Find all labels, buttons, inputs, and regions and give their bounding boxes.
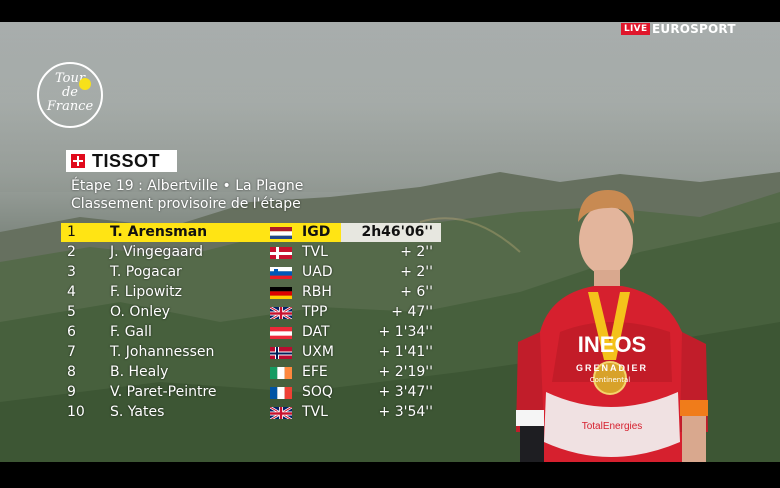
germany-flag <box>270 286 292 299</box>
team-code: EFE <box>302 364 328 380</box>
united-kingdom-flag <box>270 406 292 419</box>
ireland-flag <box>270 366 292 379</box>
time-gap: + 1'41'' <box>378 344 433 360</box>
stage-title: Étape 19 : Albertville • La Plagne <box>71 178 304 194</box>
rank: 1 <box>67 224 76 240</box>
sponsor-name: TISSOT <box>92 151 161 171</box>
team-code: TVL <box>302 404 328 420</box>
united-kingdom-flag <box>270 306 292 319</box>
rank: 5 <box>67 304 76 320</box>
standings-row: 2 J. Vingegaard TVL + 2'' <box>61 242 441 262</box>
rank: 3 <box>67 264 76 280</box>
rank: 6 <box>67 324 76 340</box>
time-gap: 2h46'06'' <box>361 224 433 240</box>
france-flag <box>270 386 292 399</box>
standings-row: 7 T. Johannessen UXM + 1'41'' <box>61 342 441 362</box>
denmark-flag <box>270 246 292 259</box>
rider-name: O. Onley <box>110 304 171 320</box>
team-code: TPP <box>302 304 328 320</box>
team-code: DAT <box>302 324 330 340</box>
team-code: IGD <box>302 224 331 240</box>
team-code: RBH <box>302 284 332 300</box>
time-gap: + 6'' <box>400 284 433 300</box>
standings-row: 10 S. Yates TVL + 3'54'' <box>61 402 441 422</box>
tissot-swiss-cross-icon <box>71 154 85 168</box>
rank: 2 <box>67 244 76 260</box>
tdf-sun-icon <box>79 78 91 90</box>
channel-logo: EUROSPORT <box>652 22 736 36</box>
jersey-text-totalenergies: TotalEnergies <box>582 421 643 432</box>
time-gap: + 2'' <box>400 264 433 280</box>
tour-de-france-logo-text: Tour de France <box>46 71 94 114</box>
medal-text: Continental <box>590 376 631 384</box>
team-code: TVL <box>302 244 328 260</box>
rank: 4 <box>67 284 76 300</box>
standings-row: 6 F. Gall DAT + 1'34'' <box>61 322 441 342</box>
rider-name: T. Pogacar <box>110 264 182 280</box>
rider-name: T. Johannessen <box>110 344 215 360</box>
rider-illustration: Continental INEOS GRENADIER TotalEnergie… <box>516 190 708 462</box>
rank: 10 <box>67 404 85 420</box>
video-background: Continental INEOS GRENADIER TotalEnergie… <box>0 22 780 462</box>
rider-name: B. Healy <box>110 364 169 380</box>
rank: 9 <box>67 384 76 400</box>
standings-subtitle: Classement provisoire de l'étape <box>71 196 301 212</box>
rider-name: T. Arensman <box>110 224 208 240</box>
rider-photo: Continental INEOS GRENADIER TotalEnergie… <box>510 182 780 462</box>
team-code: UAD <box>302 264 333 280</box>
rider-name: V. Paret-Peintre <box>110 384 217 400</box>
rider-name: S. Yates <box>110 404 165 420</box>
rank: 8 <box>67 364 76 380</box>
team-code: UXM <box>302 344 334 360</box>
rider-name: F. Gall <box>110 324 152 340</box>
norway-flag <box>270 346 292 359</box>
slovenia-flag <box>270 266 292 279</box>
leader-time-box <box>341 223 441 242</box>
time-gap: + 2'19'' <box>378 364 433 380</box>
standings-row: 3 T. Pogacar UAD + 2'' <box>61 262 441 282</box>
rank: 7 <box>67 344 76 360</box>
time-gap: + 3'47'' <box>378 384 433 400</box>
time-gap: + 47'' <box>391 304 433 320</box>
standings-row: 5 O. Onley TPP + 47'' <box>61 302 441 322</box>
jersey-text-ineos: INEOS <box>578 332 646 357</box>
standings-row-leader: 1 T. Arensman IGD 2h46'06'' <box>61 222 441 242</box>
rider-name: J. Vingegaard <box>110 244 204 260</box>
sponsor-logo: TISSOT <box>66 150 177 172</box>
team-code: SOQ <box>302 384 333 400</box>
standings-table: 1 T. Arensman IGD 2h46'06'' 2 J. Vingegaard TV… <box>61 222 441 422</box>
standings-row: 4 F. Lipowitz RBH + 6'' <box>61 282 441 302</box>
rider-name: F. Lipowitz <box>110 284 183 300</box>
standings-row: 9 V. Paret-Peintre SOQ + 3'47'' <box>61 382 441 402</box>
jersey-text-grenadier: GRENADIER <box>576 363 648 373</box>
austria-flag <box>270 326 292 339</box>
standings-row: 8 B. Healy EFE + 2'19'' <box>61 362 441 382</box>
time-gap: + 3'54'' <box>378 404 433 420</box>
netherlands-flag <box>270 226 292 239</box>
time-gap: + 2'' <box>400 244 433 260</box>
tour-de-france-logo: Tour de France <box>37 62 103 128</box>
time-gap: + 1'34'' <box>378 324 433 340</box>
live-badge: LIVE <box>621 23 651 35</box>
